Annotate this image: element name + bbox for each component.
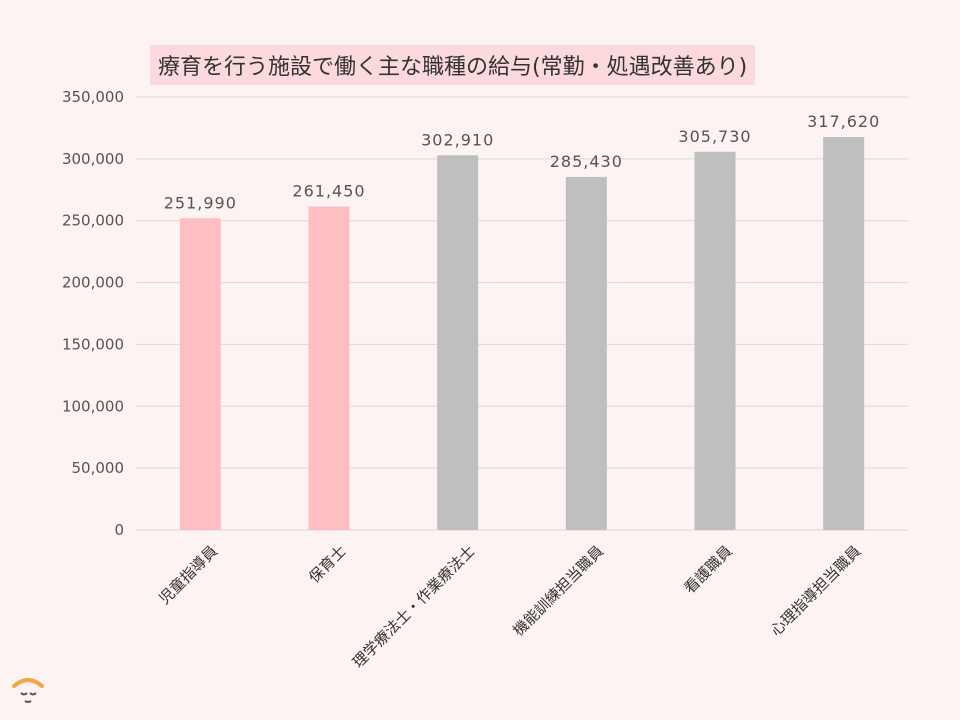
- bar: [694, 151, 736, 530]
- data-label: 261,450: [292, 182, 365, 201]
- face-logo-icon: [12, 678, 44, 703]
- bar: [308, 206, 350, 530]
- bar: [565, 176, 607, 530]
- y-tick-label: 50,000: [72, 459, 125, 477]
- x-tick-label: 保育士: [305, 542, 350, 587]
- y-tick-label: 150,000: [62, 335, 124, 353]
- x-tick-label: 心理指導担当職員: [767, 542, 865, 640]
- data-label: 285,430: [550, 152, 623, 171]
- bar: [179, 218, 221, 530]
- chart-title: 療育を行う施設で働く主な職種の給与(常勤・処遇改善あり): [150, 45, 756, 85]
- y-tick-label: 200,000: [62, 274, 124, 292]
- y-tick-label: 0: [114, 521, 124, 539]
- data-label: 317,620: [807, 112, 880, 131]
- x-tick-label: 看護職員: [681, 542, 736, 597]
- y-tick-label: 250,000: [62, 212, 124, 230]
- y-tick-label: 350,000: [62, 88, 124, 106]
- data-label: 305,730: [678, 127, 751, 146]
- bar: [437, 155, 479, 530]
- x-tick-label: 理学療法士・作業療法士: [349, 542, 478, 671]
- x-tick-label: 機能訓練担当職員: [509, 542, 607, 640]
- y-tick-label: 300,000: [62, 150, 124, 168]
- x-tick-label: 児童指導員: [155, 542, 221, 608]
- data-label: 251,990: [164, 193, 237, 212]
- data-label: 302,910: [421, 130, 494, 149]
- y-tick-label: 100,000: [62, 397, 124, 415]
- bar: [823, 137, 865, 530]
